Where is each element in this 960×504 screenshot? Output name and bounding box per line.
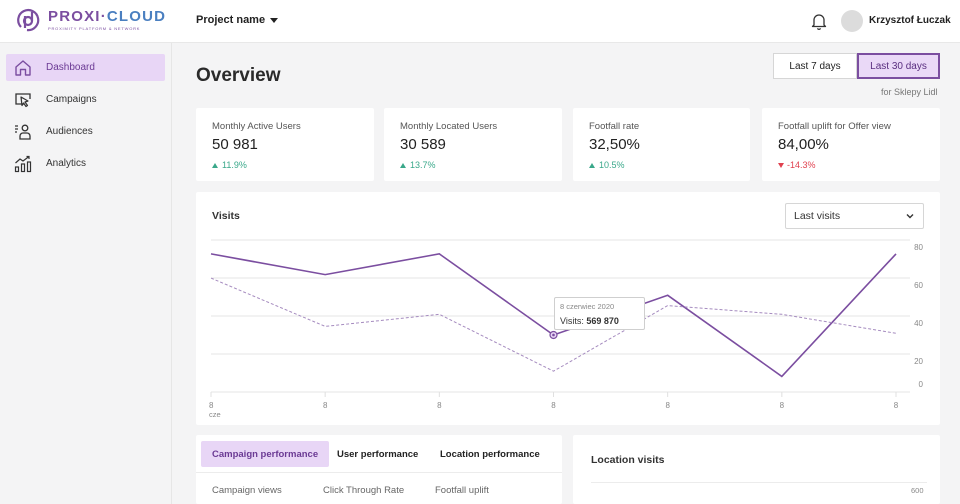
kpi-label: Monthly Located Users	[400, 121, 498, 132]
trend-down-icon	[778, 162, 784, 168]
kpi-value: 32,50%	[589, 136, 640, 153]
kpi-label: Monthly Active Users	[212, 121, 301, 132]
tab-campaign-performance[interactable]: Campaign performance	[201, 441, 330, 467]
kpi-card-monthly-located-users: Monthly Located Users 30 589 13.7%	[384, 108, 562, 181]
logo-subtitle: PROXIMITY PLATFORM & NETWORK	[48, 26, 141, 31]
kpi-card-footfall-uplift: Footfall uplift for Offer view 84,00% -1…	[762, 108, 940, 181]
tab-user-performance[interactable]: User performance	[337, 448, 419, 460]
proxi-cloud-logo-icon	[17, 8, 40, 32]
column-click-through-rate[interactable]: Click Through Rate	[323, 485, 405, 496]
kpi-delta: 10.5%	[589, 160, 625, 170]
last-30-days-button[interactable]: Last 30 days	[857, 53, 940, 79]
logo[interactable]: PROXI·CLOUD PROXIMITY PLATFORM & NETWORK	[14, 7, 166, 33]
visits-title: Visits	[212, 210, 240, 222]
sidebar-item-label: Campaigns	[46, 94, 97, 105]
logo-title: PROXI·CLOUD	[48, 8, 167, 25]
sidebar-item-label: Analytics	[46, 158, 87, 169]
tooltip-date: 8 czerwiec 2020	[560, 302, 615, 311]
sidebar-item-audiences[interactable]: Audiences	[6, 118, 165, 145]
chart-tooltip: 8 czerwiec 2020 Visits: 569 870	[554, 297, 645, 330]
kpi-label: Footfall rate	[589, 121, 640, 132]
sidebar-item-label: Audiences	[46, 126, 93, 137]
location-visits-card: Location visits 600	[573, 435, 940, 504]
caret-down-icon	[270, 17, 279, 23]
kpi-delta: 13.7%	[400, 160, 436, 170]
sidebar: Dashboard Campaigns Audiences Analytics	[0, 43, 172, 504]
top-bar: PROXI·CLOUD PROXIMITY PLATFORM & NETWORK…	[0, 0, 960, 43]
sidebar-item-label: Dashboard	[46, 62, 95, 73]
audience-icon	[15, 124, 31, 140]
sidebar-item-campaigns[interactable]: Campaigns	[6, 86, 165, 113]
campaign-cursor-icon	[15, 92, 31, 107]
gridline	[591, 482, 927, 483]
scope-label: for Sklepy Lidl	[881, 87, 938, 97]
chevron-down-icon	[906, 214, 914, 219]
kpi-label: Footfall uplift for Offer view	[778, 121, 891, 132]
avatar[interactable]	[841, 10, 863, 32]
project-selector[interactable]: Project name	[196, 14, 279, 26]
divider	[196, 472, 562, 473]
column-campaign-views[interactable]: Campaign views	[212, 485, 282, 496]
tab-location-performance[interactable]: Location performance	[440, 448, 540, 460]
kpi-delta: -14.3%	[778, 160, 816, 170]
user-name[interactable]: Krzysztof Łuczak	[869, 15, 951, 26]
column-footfall-uplift[interactable]: Footfall uplift	[435, 485, 489, 496]
date-range-toggle: Last 7 days Last 30 days	[773, 53, 940, 79]
page-title: Overview	[196, 65, 281, 86]
sidebar-item-analytics[interactable]: Analytics	[6, 150, 165, 177]
trend-up-icon	[400, 162, 406, 168]
kpi-value: 30 589	[400, 136, 446, 153]
trend-up-icon	[212, 162, 218, 168]
sidebar-item-dashboard[interactable]: Dashboard	[6, 54, 165, 81]
tooltip-value: Visits: 569 870	[560, 316, 619, 326]
select-value: Last visits	[794, 210, 841, 222]
kpi-card-monthly-active-users: Monthly Active Users 50 981 11.9%	[196, 108, 374, 181]
kpi-card-footfall-rate: Footfall rate 32,50% 10.5%	[573, 108, 750, 181]
trend-up-icon	[589, 162, 595, 168]
kpi-value: 84,00%	[778, 136, 829, 153]
kpi-delta: 11.9%	[212, 160, 247, 170]
kpi-value: 50 981	[212, 136, 258, 153]
performance-card: Campaign performance User performance Lo…	[196, 435, 562, 504]
project-name: Project name	[196, 14, 266, 26]
visits-range-select[interactable]: Last visits	[785, 203, 924, 229]
analytics-icon	[14, 155, 32, 172]
last-7-days-button[interactable]: Last 7 days	[773, 53, 857, 79]
location-visits-title: Location visits	[591, 454, 665, 466]
home-icon	[15, 59, 31, 76]
bell-icon[interactable]	[809, 11, 829, 31]
y-tick-label: 600	[911, 486, 924, 495]
